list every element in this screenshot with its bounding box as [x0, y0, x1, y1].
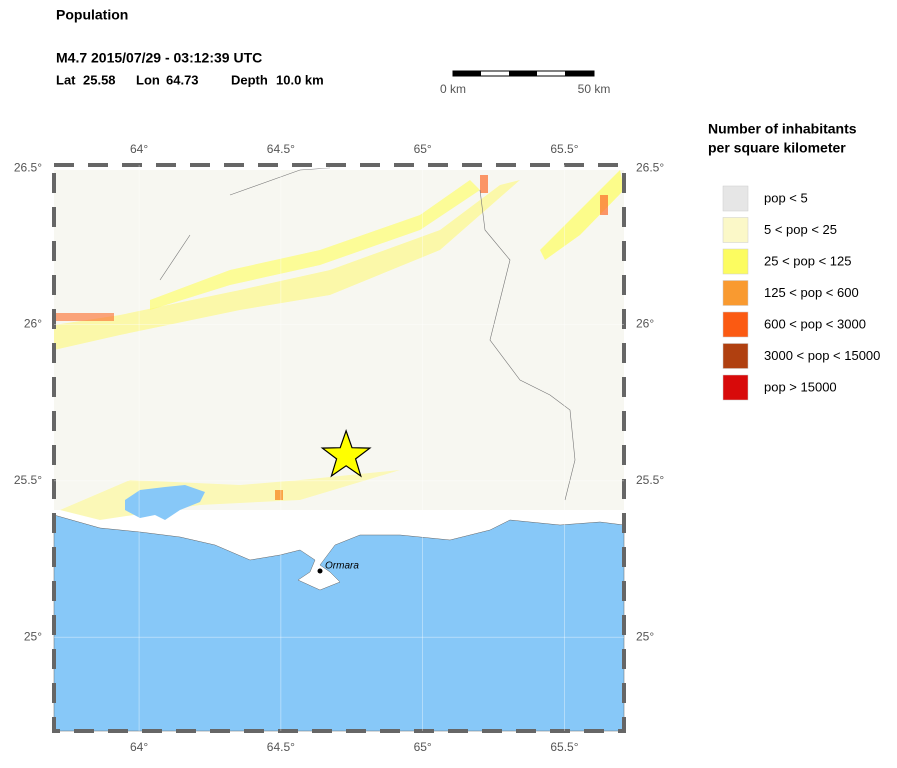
legend-label: 25 < pop < 125: [764, 253, 851, 268]
lagoon: [125, 485, 205, 520]
city-dot: [317, 568, 323, 574]
legend-swatch: [722, 185, 749, 212]
lat-label: Lat: [56, 72, 76, 87]
title: Population: [56, 7, 128, 23]
border-lines: [159, 167, 576, 501]
legend-title: per square kilometer: [708, 140, 846, 156]
x-tick-label: 65°: [414, 142, 432, 156]
legend-swatch: [722, 280, 749, 306]
depth-value: 10.0 km: [276, 72, 324, 87]
legend-swatch: [722, 248, 749, 275]
ticks: 64° 64° 64.5° 64.5° 65° 65° 65.5° 65.5° 25° 25° 25…: [14, 142, 665, 754]
scale-start: 0 km: [440, 82, 466, 96]
y-tick-label: 26°: [24, 317, 42, 331]
y-tick-label: 25.5°: [14, 473, 42, 487]
map-frame: [52, 163, 626, 733]
y-tick-label: 26.5°: [14, 160, 42, 174]
x-tick-label: 65.5°: [550, 740, 578, 754]
legend-swatch: [722, 343, 749, 369]
legend-label: pop < 5: [764, 190, 808, 205]
legend-label: pop > 15000: [764, 379, 837, 394]
legend-title: Number of inhabitants: [708, 121, 857, 137]
y-tick-label: 25°: [636, 629, 654, 643]
event-line: M4.7 2015/07/29 - 03:12:39 UTC: [56, 50, 262, 66]
location-line: Lat 25.58 Lon 64.73 Depth 10.0 km: [56, 72, 324, 87]
legend-swatch: [722, 374, 749, 401]
city-label: Ormara: [325, 561, 359, 572]
y-tick-label: 25°: [24, 629, 42, 643]
x-tick-label: 65°: [414, 740, 432, 754]
legend-label: 3000 < pop < 15000: [764, 348, 880, 363]
legend-swatch: [722, 311, 749, 338]
lat-value: 25.58: [83, 72, 116, 87]
legend-label: 600 < pop < 3000: [764, 316, 866, 331]
legend-label: 125 < pop < 600: [764, 285, 859, 300]
scale-end: 50 km: [578, 82, 611, 96]
depth-label: Depth: [231, 72, 268, 87]
lon-label: Lon: [136, 72, 160, 87]
y-tick-label: 26°: [636, 317, 654, 331]
y-tick-label: 25.5°: [636, 473, 664, 487]
scale-bar: 0 km 50 km: [440, 70, 611, 96]
x-tick-label: 64.5°: [267, 740, 295, 754]
ocean: [53, 514, 625, 732]
x-tick-label: 64°: [130, 740, 148, 754]
x-tick-label: 64.5°: [267, 142, 295, 156]
x-tick-label: 64°: [130, 142, 148, 156]
legend-label: 5 < pop < 25: [764, 222, 837, 237]
y-tick-label: 26.5°: [636, 160, 664, 174]
legend-swatch: [722, 217, 749, 243]
epicenter: [320, 428, 372, 478]
legend: pop < 5 5 < pop < 25 25 < pop < 125 125 < p…: [722, 185, 880, 401]
x-tick-label: 65.5°: [550, 142, 578, 156]
lon-value: 64.73: [166, 72, 199, 87]
